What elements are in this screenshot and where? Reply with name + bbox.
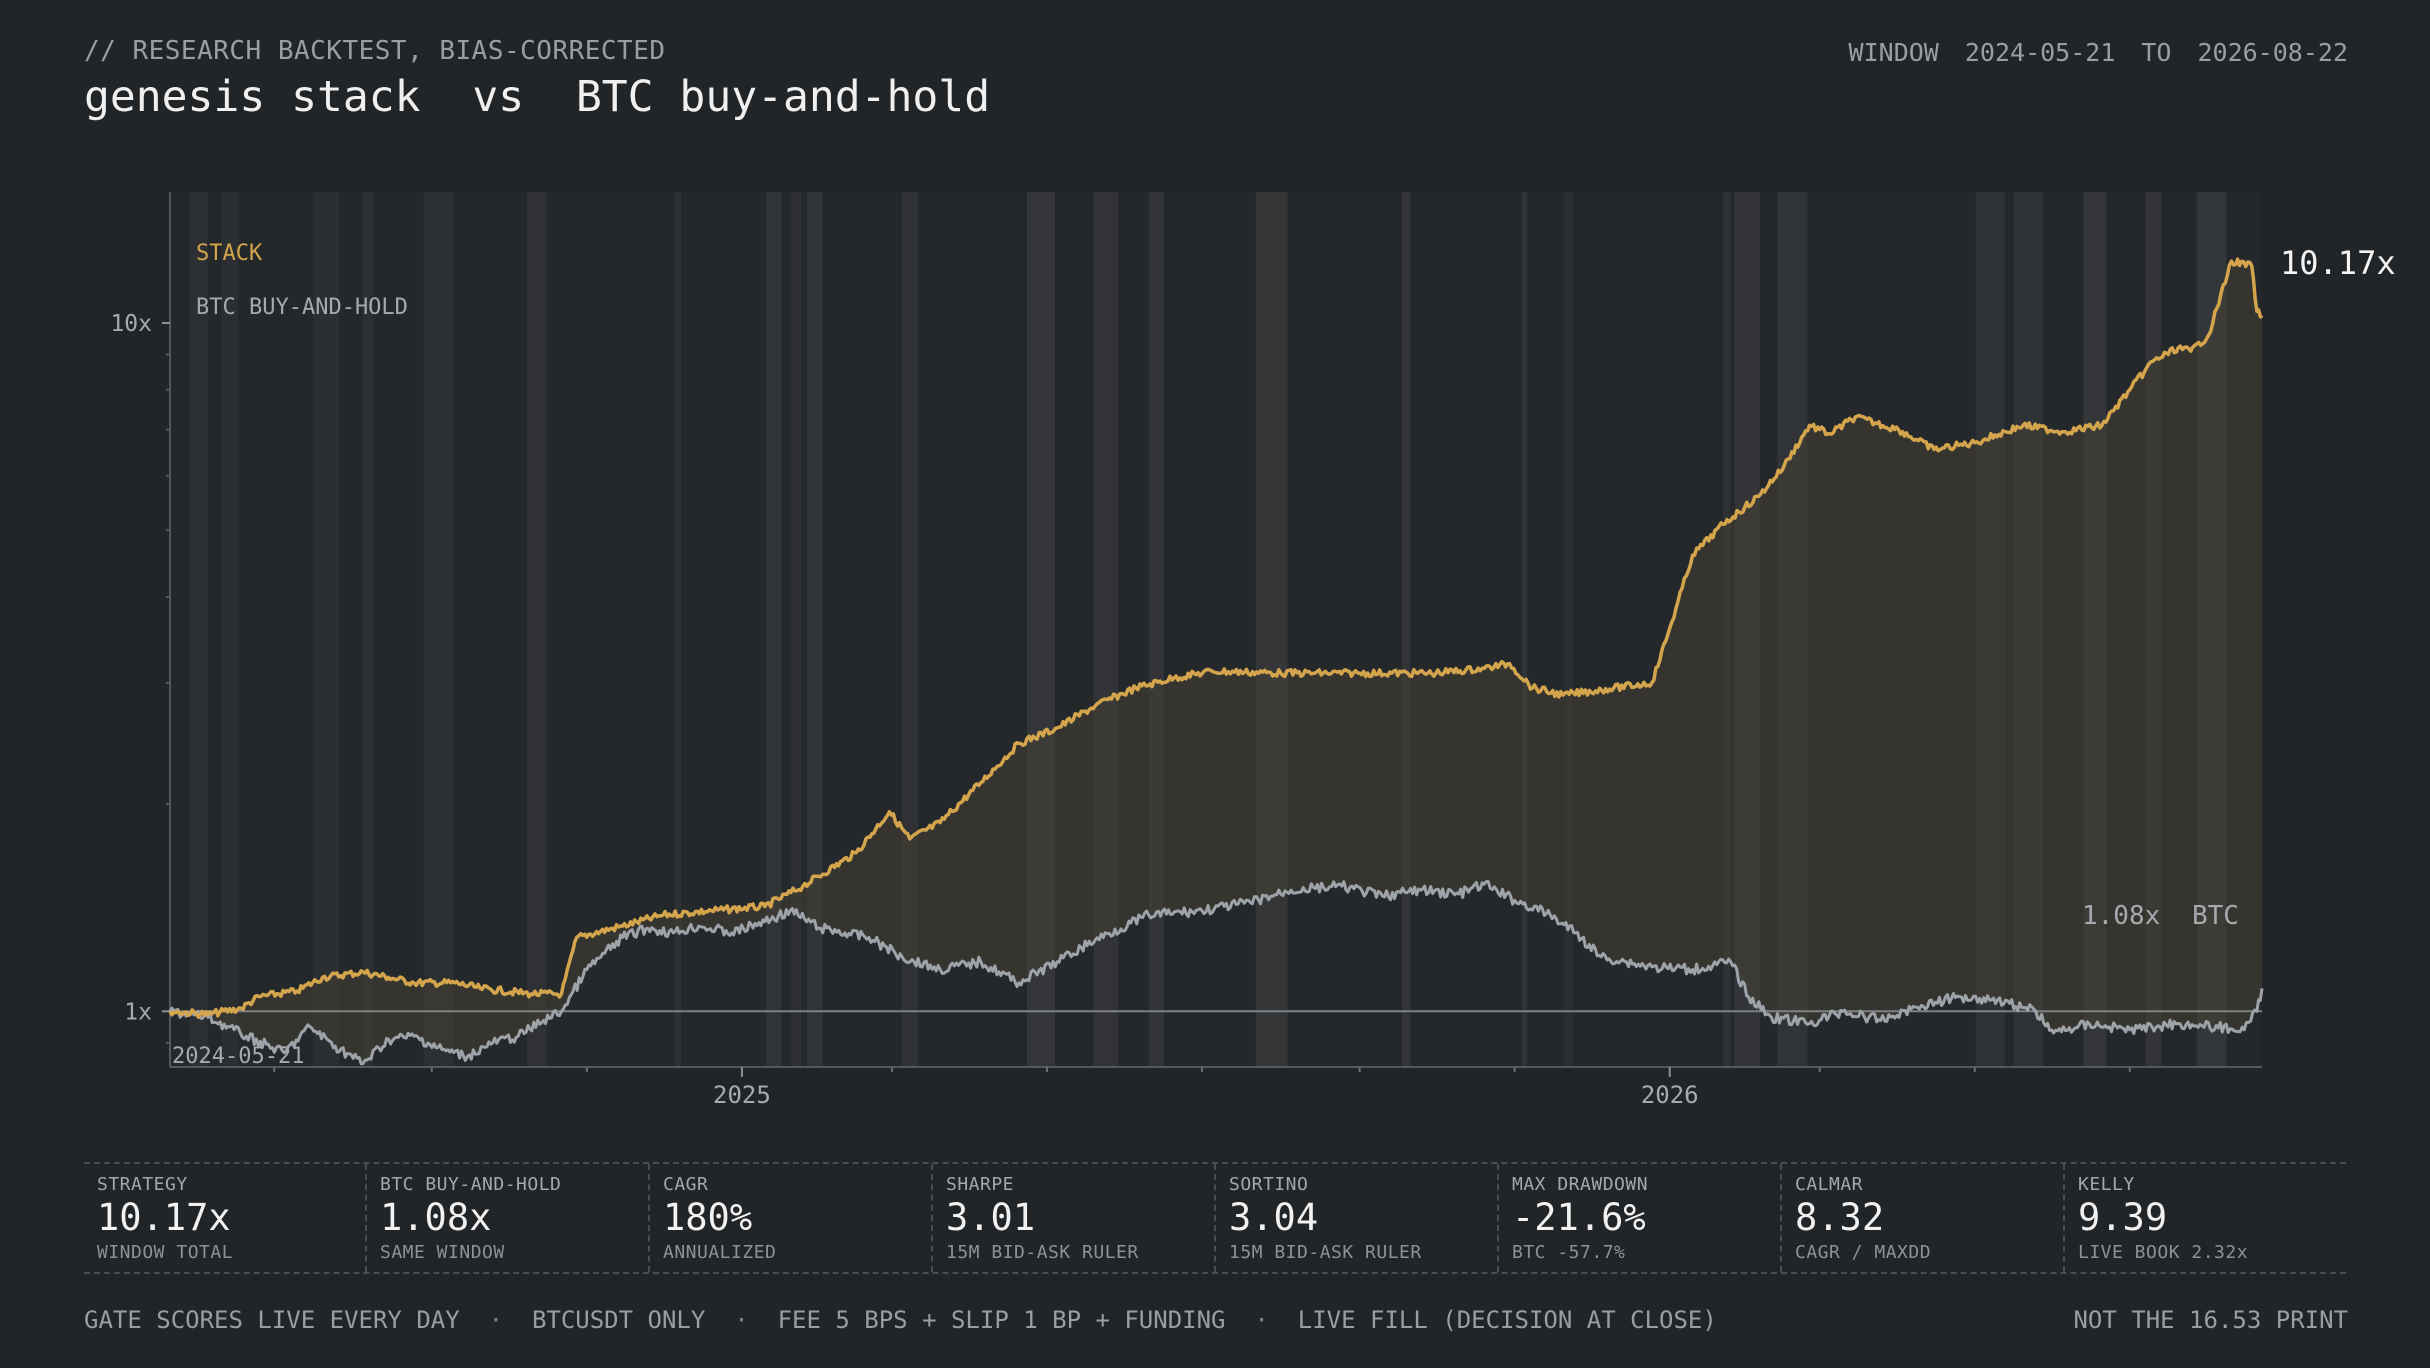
regime-band <box>312 192 339 1067</box>
window-to: TO <box>2141 38 2172 67</box>
regime-band <box>1026 192 1056 1067</box>
footer-item: FEE 5 BPS + SLIP 1 BP + FUNDING <box>777 1306 1226 1334</box>
stat-value: 3.01 <box>946 1196 1036 1239</box>
footer-note: NOT THE 16.53 PRINT <box>2073 1306 2348 1334</box>
y-tick-label: 1x <box>124 999 152 1025</box>
stat-sub: 15M BID-ASK RULER <box>946 1242 1139 1263</box>
regime-band <box>1777 192 1808 1067</box>
regime-band <box>790 192 802 1067</box>
stats-row: STRATEGY 10.17x WINDOW TOTAL BTC BUY-AND-HO… <box>84 1162 2346 1274</box>
stat-value: -21.6% <box>1512 1196 1646 1239</box>
stat-card-calmar: CALMAR 8.32 CAGR / MAXDD <box>1780 1164 2063 1272</box>
regime-band <box>526 192 547 1067</box>
regime-band <box>806 192 823 1067</box>
start-date-label: 2024-05-21 <box>172 1044 304 1069</box>
regime-band <box>1255 192 1288 1067</box>
regime-band <box>362 192 374 1067</box>
stat-card-cagr: CAGR 180% ANNUALIZED <box>648 1164 931 1272</box>
stat-value: 10.17x <box>97 1196 231 1239</box>
regime-band <box>1734 192 1760 1067</box>
footer-separator: · <box>459 1306 532 1334</box>
footer-item: BTCUSDT ONLY <box>531 1306 706 1334</box>
stack-end-label: 10.17x <box>2280 244 2396 282</box>
regime-band <box>1093 192 1119 1067</box>
stat-card-kelly: KELLY 9.39 LIVE BOOK 2.32x <box>2063 1164 2346 1272</box>
stat-label: MAX DRAWDOWN <box>1512 1174 1649 1195</box>
stack-line <box>168 257 2264 1019</box>
stat-value: 180% <box>663 1196 753 1239</box>
btc-line <box>168 879 2264 1066</box>
stat-sub: WINDOW TOTAL <box>97 1242 234 1263</box>
regime-band <box>2013 192 2044 1067</box>
equity-chart: 1x 10x 2025 2026 STACK BTC BUY-AND-HOLD 2024-… <box>110 192 2396 1109</box>
regime-band <box>1402 192 1411 1067</box>
regime-band <box>190 192 208 1067</box>
footer-separator: · <box>705 1306 778 1334</box>
regime-band <box>2145 192 2162 1067</box>
stat-card-max-drawdown: MAX DRAWDOWN -21.6% BTC -57.7% <box>1497 1164 1780 1272</box>
chart-labels: STACK BTC BUY-AND-HOLD 2024-05-21 10.17x 1.0… <box>172 241 2396 1069</box>
window-range: WINDOW 2024-05-21 TO 2026-08-22 <box>1849 38 2348 67</box>
regime-band <box>1564 192 1573 1067</box>
legend-btc: BTC BUY-AND-HOLD <box>196 295 408 320</box>
footer-item: LIVE FILL (DECISION AT CLOSE) <box>1297 1306 1717 1334</box>
stat-card-btc-buy-and-hold: BTC BUY-AND-HOLD 1.08x SAME WINDOW <box>365 1164 648 1272</box>
regime-band <box>221 192 238 1067</box>
window-end: 2026-08-22 <box>2197 38 2348 67</box>
regime-band <box>2083 192 2107 1067</box>
stat-card-sortino: SORTINO 3.04 15M BID-ASK RULER <box>1214 1164 1497 1272</box>
outperformance-area <box>170 259 2262 1064</box>
outperformance-fill <box>170 259 2262 1064</box>
regime-band <box>675 192 682 1067</box>
stat-label: SORTINO <box>1229 1174 1309 1195</box>
stat-sub: ANNUALIZED <box>663 1242 777 1263</box>
stat-label: STRATEGY <box>97 1174 188 1195</box>
regime-band <box>1522 192 1527 1067</box>
legend-stack: STACK <box>196 241 263 266</box>
stat-value: 9.39 <box>2078 1196 2168 1239</box>
window-start: 2024-05-21 <box>1964 38 2116 67</box>
footer-assumptions: GATE SCORES LIVE EVERY DAY · BTCUSDT ONL… <box>84 1306 1717 1334</box>
stat-label: KELLY <box>2078 1174 2135 1195</box>
kicker-text: // RESEARCH BACKTEST, BIAS-CORRECTED <box>84 36 666 66</box>
btc-end-value: 1.08x <box>2082 901 2160 931</box>
plot-area <box>170 192 2262 1067</box>
series-lines <box>168 257 2264 1066</box>
stat-sub: CAGR / MAXDD <box>1795 1242 1932 1263</box>
regime-band <box>901 192 918 1067</box>
regime-band <box>1148 192 1165 1067</box>
footer-item: GATE SCORES LIVE EVERY DAY <box>84 1306 460 1334</box>
stat-label: CAGR <box>663 1174 709 1195</box>
stat-sub: BTC -57.7% <box>1512 1242 1626 1263</box>
window-label: WINDOW <box>1848 38 1939 67</box>
btc-end-name: BTC <box>2192 901 2239 931</box>
regime-bands <box>170 192 2262 1067</box>
footer-separator: · <box>1225 1306 1298 1334</box>
stat-label: BTC BUY-AND-HOLD <box>380 1174 562 1195</box>
stat-value: 1.08x <box>380 1196 492 1239</box>
chart-axes: 1x 10x 2025 2026 <box>110 192 2262 1109</box>
stat-sub: LIVE BOOK 2.32x <box>2078 1242 2249 1263</box>
stat-sub: 15M BID-ASK RULER <box>1229 1242 1422 1263</box>
x-tick-label: 2025 <box>713 1081 771 1109</box>
regime-band <box>1723 192 1731 1067</box>
stat-value: 8.32 <box>1795 1196 1885 1239</box>
regime-band <box>423 192 454 1067</box>
stat-label: CALMAR <box>1795 1174 1864 1195</box>
stat-value: 3.04 <box>1229 1196 1319 1239</box>
stat-sub: SAME WINDOW <box>380 1242 505 1263</box>
regime-band <box>2196 192 2227 1067</box>
regime-band <box>766 192 782 1067</box>
stat-card-sharpe: SHARPE 3.01 15M BID-ASK RULER <box>931 1164 1214 1272</box>
page-title: genesis stack vs BTC buy-and-hold <box>84 72 991 122</box>
x-tick-label: 2026 <box>1641 1081 1699 1109</box>
y-tick-label: 10x <box>110 311 152 337</box>
stat-label: SHARPE <box>946 1174 1015 1195</box>
stat-card-strategy: STRATEGY 10.17x WINDOW TOTAL <box>84 1164 365 1272</box>
regime-band <box>1975 192 2006 1067</box>
